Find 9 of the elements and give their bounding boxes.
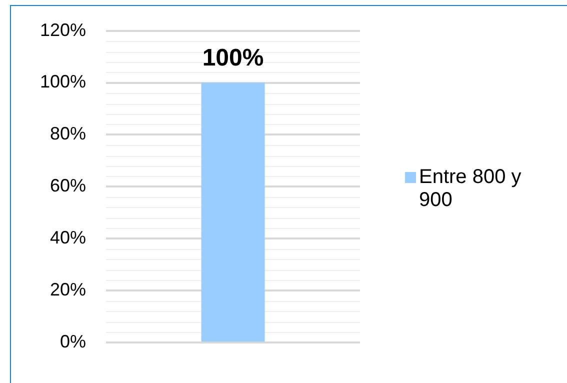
y-tick-label: 120% <box>40 20 86 40</box>
y-tick-label: 60% <box>50 176 86 196</box>
y-tick-label: 0% <box>60 332 86 352</box>
y-tick-label: 40% <box>50 228 86 248</box>
y-tick-label: 80% <box>50 124 86 144</box>
data-label: 100% <box>202 44 264 72</box>
y-tick-label: 20% <box>50 280 86 300</box>
legend-label: Entre 800 y 900 <box>419 166 522 212</box>
y-tick-label: 100% <box>40 72 86 92</box>
